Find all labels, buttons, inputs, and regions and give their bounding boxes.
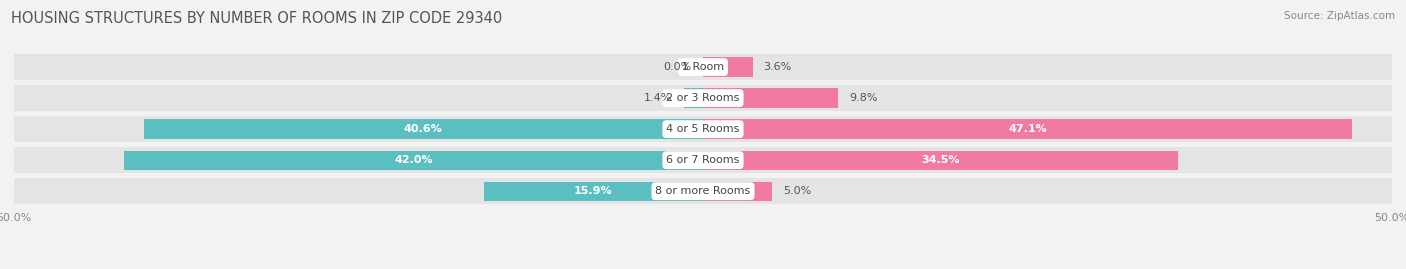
- Bar: [703, 182, 772, 201]
- Text: 3.6%: 3.6%: [763, 62, 792, 72]
- Text: 1.4%: 1.4%: [644, 93, 672, 103]
- Text: 4 or 5 Rooms: 4 or 5 Rooms: [666, 124, 740, 134]
- Text: 2 or 3 Rooms: 2 or 3 Rooms: [666, 93, 740, 103]
- Text: 15.9%: 15.9%: [574, 186, 613, 196]
- Bar: [143, 119, 703, 139]
- Bar: [703, 151, 1178, 170]
- Text: 6 or 7 Rooms: 6 or 7 Rooms: [666, 155, 740, 165]
- Bar: [14, 54, 1392, 80]
- Text: 8 or more Rooms: 8 or more Rooms: [655, 186, 751, 196]
- Bar: [703, 57, 752, 77]
- Bar: [703, 89, 838, 108]
- Bar: [14, 178, 1392, 204]
- Text: 1 Room: 1 Room: [682, 62, 724, 72]
- Text: 9.8%: 9.8%: [849, 93, 877, 103]
- Text: 5.0%: 5.0%: [783, 186, 811, 196]
- Bar: [703, 119, 1353, 139]
- Bar: [14, 85, 1392, 111]
- Bar: [124, 151, 703, 170]
- Text: 0.0%: 0.0%: [664, 62, 692, 72]
- Bar: [484, 182, 703, 201]
- Text: HOUSING STRUCTURES BY NUMBER OF ROOMS IN ZIP CODE 29340: HOUSING STRUCTURES BY NUMBER OF ROOMS IN…: [11, 11, 502, 26]
- Text: Source: ZipAtlas.com: Source: ZipAtlas.com: [1284, 11, 1395, 21]
- Text: 42.0%: 42.0%: [394, 155, 433, 165]
- Text: 40.6%: 40.6%: [404, 124, 443, 134]
- Bar: [14, 147, 1392, 173]
- Bar: [683, 89, 703, 108]
- Text: 34.5%: 34.5%: [921, 155, 960, 165]
- Text: 47.1%: 47.1%: [1008, 124, 1047, 134]
- Bar: [14, 116, 1392, 142]
